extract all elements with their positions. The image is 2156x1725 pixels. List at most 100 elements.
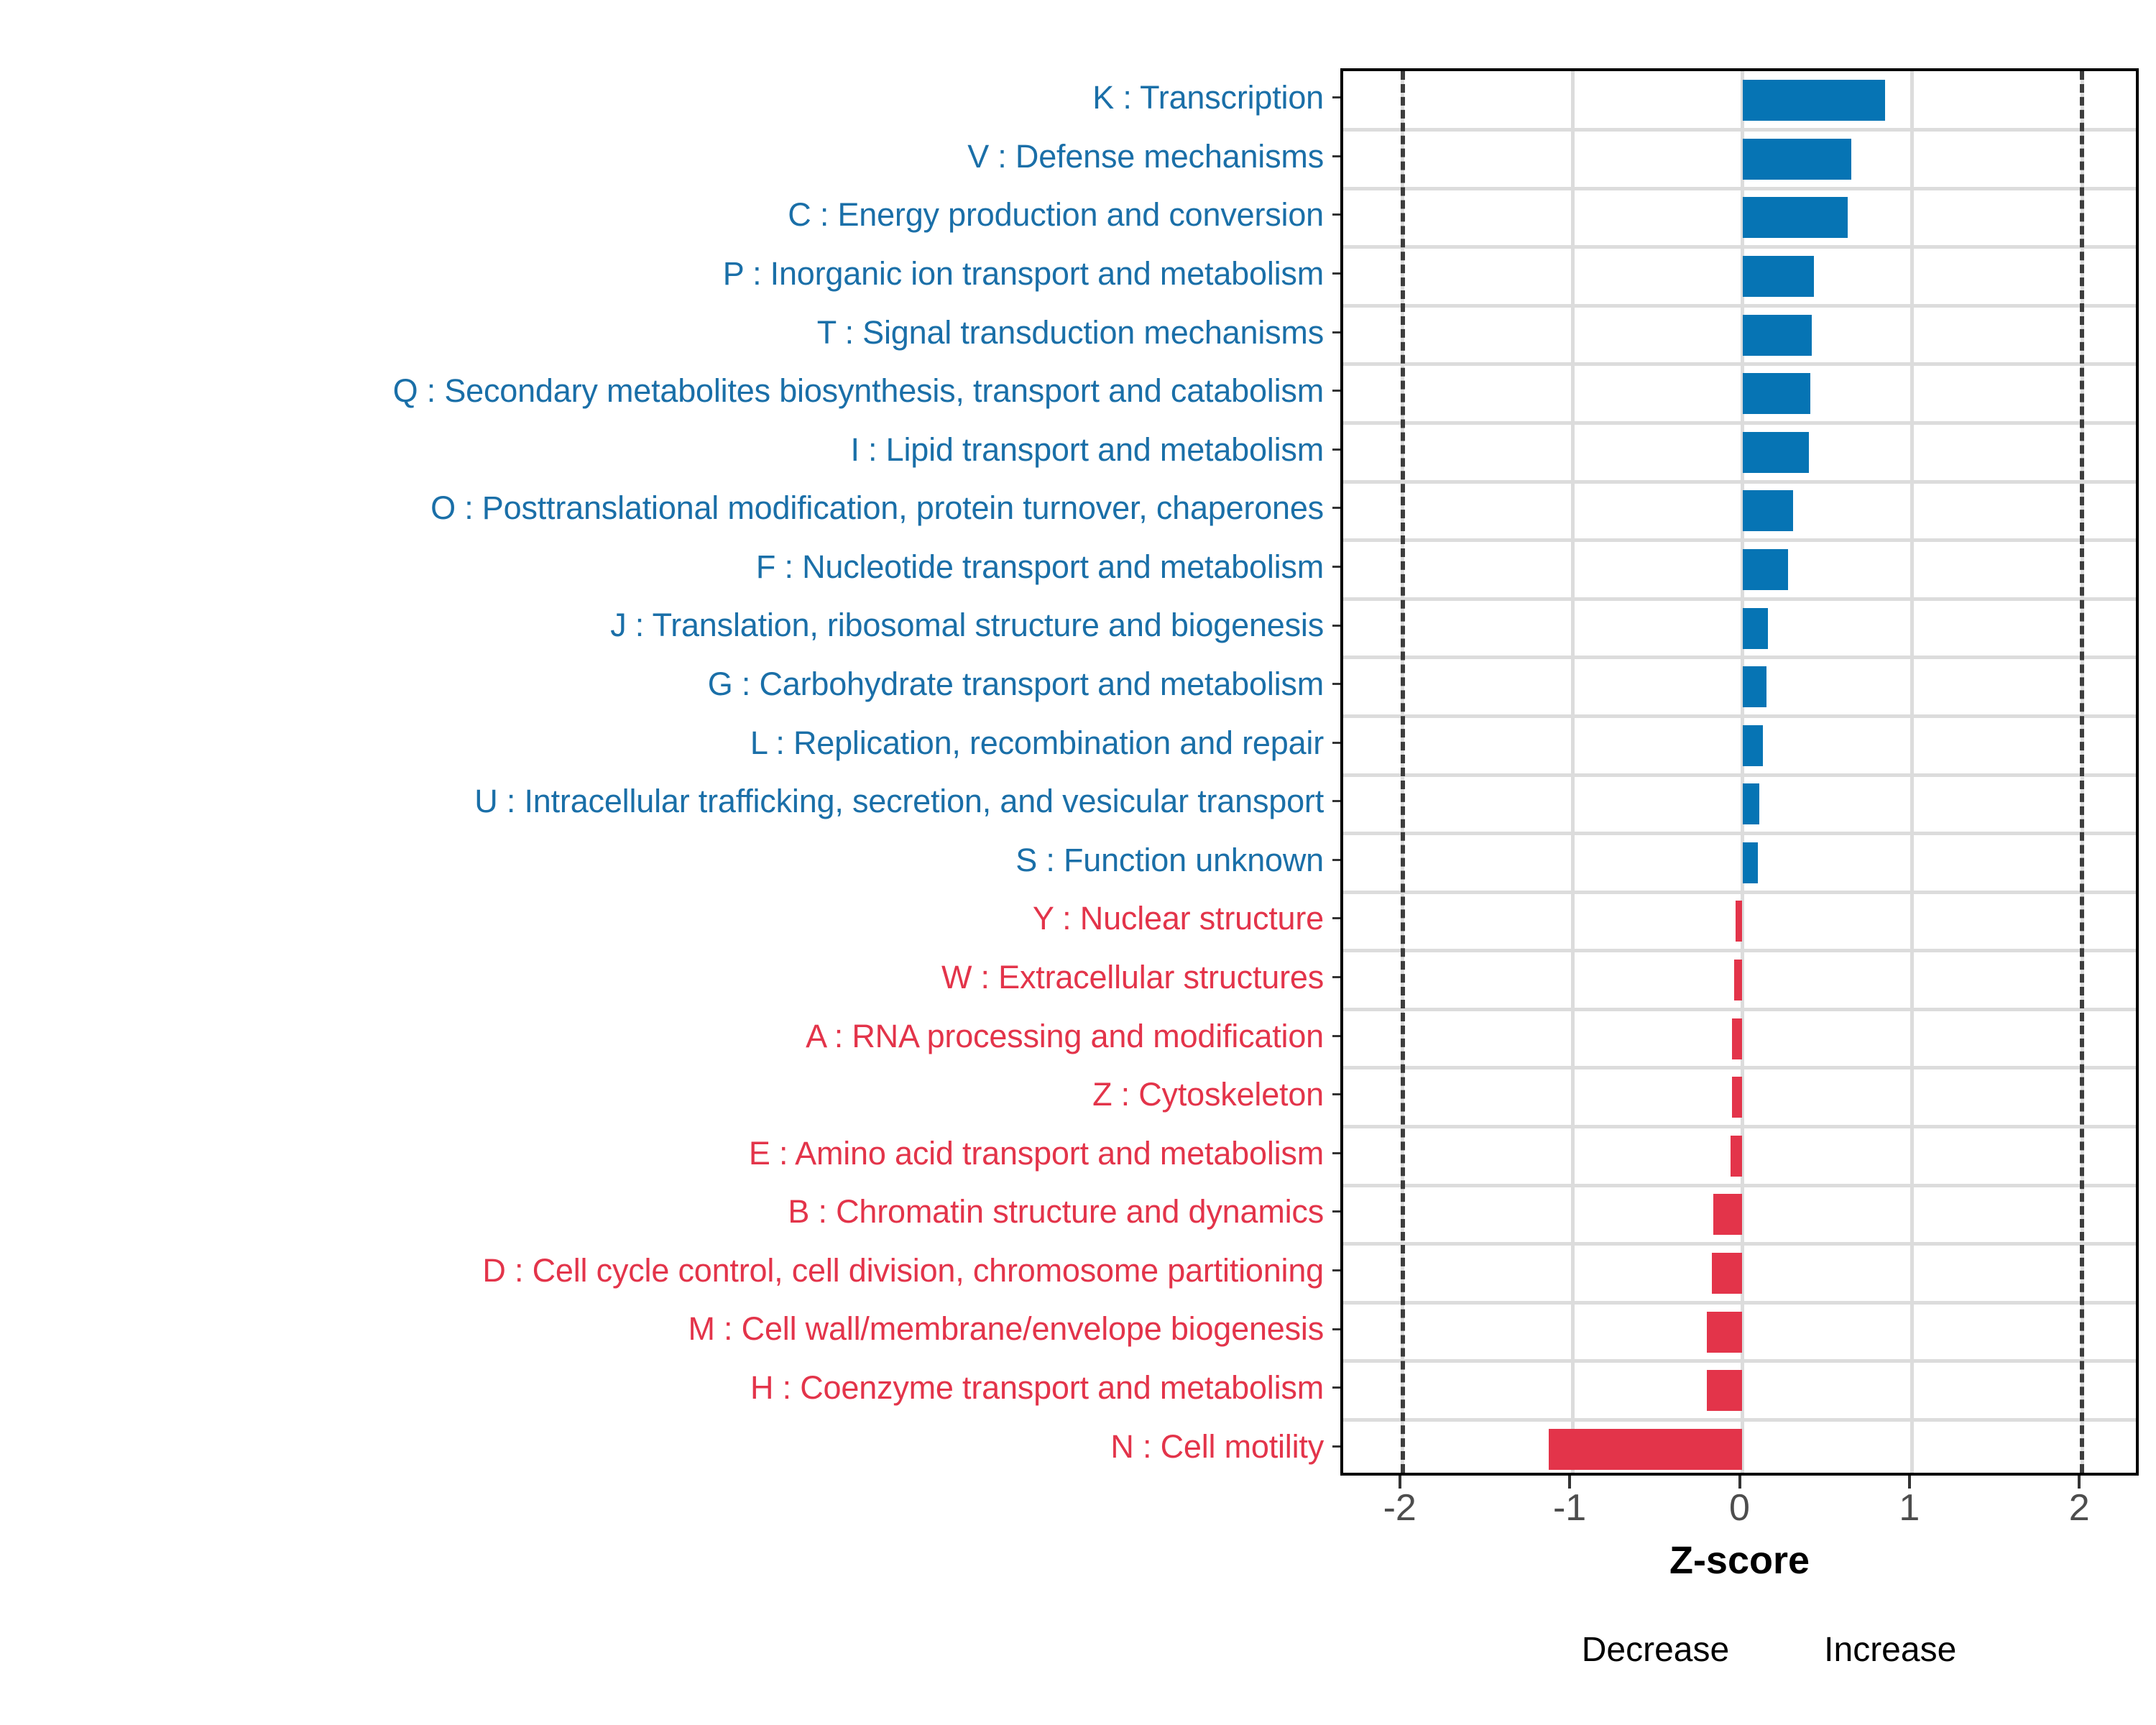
x-axis-tick-label: 2 xyxy=(2068,1487,2090,1529)
y-axis-tick xyxy=(1332,1210,1340,1213)
bar xyxy=(1742,373,1811,415)
category-label-row: Q : Secondary metabolites biosynthesis, … xyxy=(0,362,1337,420)
x-axis-tick xyxy=(1568,1476,1572,1489)
gridline-horizontal xyxy=(1343,949,2136,953)
y-axis-tick xyxy=(1332,741,1340,744)
y-axis-tick xyxy=(1332,858,1340,861)
bar xyxy=(1732,1077,1743,1118)
gridline-horizontal xyxy=(1343,538,2136,543)
legend-item-increase[interactable]: Increase xyxy=(1765,1628,1956,1673)
gridline-horizontal xyxy=(1343,1300,2136,1305)
gridline-horizontal xyxy=(1343,1242,2136,1246)
bar xyxy=(1742,842,1758,883)
bar xyxy=(1742,138,1851,180)
category-label-row: N : Cell motility xyxy=(0,1417,1337,1476)
category-label: B : Chromatin structure and dynamics xyxy=(788,1193,1324,1230)
category-label-row: U : Intracellular trafficking, secretion… xyxy=(0,772,1337,831)
y-axis-tick xyxy=(1332,331,1340,334)
plot-panel xyxy=(1340,68,2139,1476)
gridline-horizontal xyxy=(1343,714,2136,718)
category-label: O : Posttranslational modification, prot… xyxy=(430,489,1324,527)
y-axis-tick xyxy=(1332,155,1340,157)
x-axis-tick-label: 1 xyxy=(1899,1487,1920,1529)
bar xyxy=(1742,666,1766,708)
x-axis-tick-label: -2 xyxy=(1383,1487,1416,1529)
legend-label: Decrease xyxy=(1581,1631,1730,1669)
category-label-row: A : RNA processing and modification xyxy=(0,1006,1337,1065)
category-label: A : RNA processing and modification xyxy=(806,1017,1324,1054)
gridline-horizontal xyxy=(1343,186,2136,190)
category-label: N : Cell motility xyxy=(1110,1427,1324,1465)
bar xyxy=(1742,80,1886,121)
gridline-vertical xyxy=(1570,71,1575,1473)
x-axis-tick-label: 0 xyxy=(1729,1487,1750,1529)
x-axis-tick xyxy=(2078,1476,2081,1489)
y-axis-tick xyxy=(1332,1445,1340,1448)
category-label-row: P : Inorganic ion transport and metaboli… xyxy=(0,244,1337,303)
category-label: E : Amino acid transport and metabolism xyxy=(748,1134,1324,1172)
y-axis-tick xyxy=(1332,624,1340,627)
bar xyxy=(1732,1018,1743,1059)
gridline-horizontal xyxy=(1343,773,2136,777)
y-axis-tick xyxy=(1332,1269,1340,1271)
y-axis-tick xyxy=(1332,213,1340,216)
reference-line xyxy=(1400,71,1405,1473)
gridline-horizontal xyxy=(1343,303,2136,308)
reference-line xyxy=(2080,71,2085,1473)
category-label: S : Function unknown xyxy=(1015,841,1324,878)
bar xyxy=(1733,960,1743,1001)
category-label-row: B : Chromatin structure and dynamics xyxy=(0,1182,1337,1241)
gridline-horizontal xyxy=(1343,362,2136,367)
gridline-horizontal xyxy=(1343,128,2136,132)
bar xyxy=(1742,314,1812,356)
category-label: F : Nucleotide transport and metabolism xyxy=(755,548,1324,585)
y-axis-tick xyxy=(1332,1151,1340,1154)
y-axis-tick xyxy=(1332,800,1340,803)
gridline-horizontal xyxy=(1343,1007,2136,1011)
bar xyxy=(1711,1252,1743,1294)
category-label-row: Y : Nuclear structure xyxy=(0,889,1337,948)
gridline-horizontal xyxy=(1343,597,2136,601)
category-label: Z : Cytoskeleton xyxy=(1092,1076,1324,1113)
x-axis-tick xyxy=(1398,1476,1401,1489)
legend-swatch-decrease xyxy=(1523,1628,1567,1673)
bar xyxy=(1742,783,1760,825)
category-label-row: O : Posttranslational modification, prot… xyxy=(0,479,1337,538)
y-axis-tick xyxy=(1332,507,1340,510)
category-label-row: M : Cell wall/membrane/envelope biogenes… xyxy=(0,1300,1337,1358)
gridline-horizontal xyxy=(1343,1417,2136,1422)
gridline-horizontal xyxy=(1343,1183,2136,1187)
category-label: P : Inorganic ion transport and metaboli… xyxy=(722,255,1324,293)
category-label: J : Translation, ribosomal structure and… xyxy=(610,607,1324,644)
category-label: D : Cell cycle control, cell division, c… xyxy=(482,1251,1324,1289)
category-label: V : Defense mechanisms xyxy=(967,137,1324,175)
x-axis-title: Z-score xyxy=(1669,1539,1810,1582)
category-label: G : Carbohydrate transport and metabolis… xyxy=(707,666,1324,703)
legend-item-decrease[interactable]: Decrease xyxy=(1523,1628,1729,1673)
gridline-horizontal xyxy=(1343,1066,2136,1070)
y-axis-tick xyxy=(1332,917,1340,920)
category-label: H : Coenzyme transport and metabolism xyxy=(750,1369,1324,1406)
category-label-row: G : Carbohydrate transport and metabolis… xyxy=(0,655,1337,714)
bar xyxy=(1742,548,1789,590)
category-label-row: L : Replication, recombination and repai… xyxy=(0,713,1337,772)
category-label-row: C : Energy production and conversion xyxy=(0,185,1337,244)
gridline-horizontal xyxy=(1343,890,2136,894)
category-label-row: V : Defense mechanisms xyxy=(0,127,1337,186)
category-label-row: E : Amino acid transport and metabolism xyxy=(0,1123,1337,1182)
y-axis-tick xyxy=(1332,1328,1340,1330)
gridline-horizontal xyxy=(1343,832,2136,836)
bar xyxy=(1713,1194,1743,1236)
bar xyxy=(1742,724,1763,766)
category-label-row: J : Translation, ribosomal structure and… xyxy=(0,596,1337,655)
category-label: Y : Nuclear structure xyxy=(1032,900,1324,937)
gridline-horizontal xyxy=(1343,421,2136,425)
bar xyxy=(1549,1428,1743,1470)
category-label: M : Cell wall/membrane/envelope biogenes… xyxy=(688,1310,1324,1348)
bar xyxy=(1742,607,1768,649)
bar xyxy=(1742,490,1794,532)
category-label-row: S : Function unknown xyxy=(0,831,1337,890)
category-label: W : Extracellular structures xyxy=(941,958,1324,995)
category-label: C : Energy production and conversion xyxy=(788,196,1324,234)
y-axis-tick xyxy=(1332,1093,1340,1096)
